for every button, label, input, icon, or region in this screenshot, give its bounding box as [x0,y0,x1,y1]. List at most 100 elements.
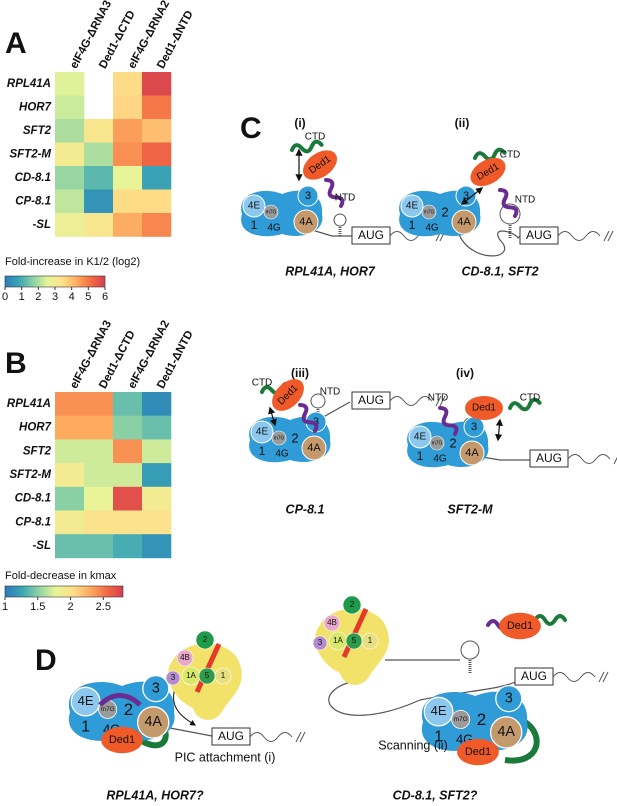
eif4e [70,686,101,717]
label: NTD [515,195,536,206]
label: Ded1 [465,746,491,758]
label: NTD [335,193,356,204]
group: Ded1 [470,157,506,187]
label: CTD [520,393,541,404]
pic-factor [195,630,215,650]
heat-cell [113,486,143,511]
label: Ded1 [507,620,533,632]
group [290,139,324,154]
colorbar-tick-label: 1 [19,291,25,303]
arrow [173,687,197,726]
heat-cell [142,72,172,96]
tail [498,188,519,218]
colorbar-tick-label: 0 [2,291,8,303]
label: 1 [221,671,226,680]
row-label: SFT2-M [9,469,51,481]
heat-cell [84,189,114,214]
label: 2 [449,435,456,450]
mrna-tail [249,731,306,743]
label: 2 [203,635,208,644]
heat-cell [55,486,85,511]
heat-cell [113,142,143,167]
group [498,188,519,218]
heat-cell [142,510,172,535]
eif4e [423,696,454,727]
heat-cell [55,189,85,214]
ded1-ntd [98,693,142,707]
eif4e [408,425,432,449]
group [324,178,345,208]
eif4a [136,706,170,739]
row-label: CD-8.1 [15,172,51,184]
cap [271,430,287,446]
caption: CD-8.1, SFT2 [461,264,538,278]
row-label: CP-8.1 [15,516,51,528]
label: m7G [266,209,277,215]
colorbar-tick-label: 3 [52,291,58,303]
label: 4E [78,693,94,708]
label: m7G [432,440,443,446]
step-label: PIC attachment (i) [175,750,276,764]
heat-cell [84,510,114,535]
label: 4E [431,703,447,718]
group: 4B 2 3 1A 5 1 [312,595,389,685]
row-label: HOR7 [19,101,52,113]
tail [290,139,324,154]
group [298,403,319,433]
caption: RPL41A, HOR7 [285,264,376,278]
label: 4G [425,223,439,234]
ded1 [101,726,143,754]
ded1 [302,150,338,180]
colorbar-label: Fold-increase in K1/2 (log2) [5,256,140,268]
mrna [169,727,213,737]
diagram-title: (i) [294,116,305,130]
heat-cell [142,189,172,214]
heat-cell [55,166,85,190]
heat-cell [84,415,114,440]
group [438,406,459,436]
eif4e [250,420,274,444]
label: NTD [428,393,449,404]
heat-cell [84,213,114,237]
mrna-tail [557,230,614,242]
aug: AUG [358,228,384,242]
caption: RPL41A, HOR7? [106,788,204,802]
heat-cell [113,392,143,416]
aug: AUG [358,393,384,407]
label: 2 [124,700,133,719]
diagram-title: (iv) [456,366,474,380]
loop [310,393,326,409]
group: Ded1 [302,150,338,180]
eif3 [297,185,319,207]
row-label: CD-8.1 [15,493,51,505]
label: 4E [248,201,261,212]
heat-cell [142,166,172,190]
ded1 [272,379,304,411]
panel-label: A [5,27,27,60]
pic-factor [214,667,232,685]
row-label: SFT2-M [9,148,51,160]
tail [438,406,459,436]
colorbar-tick-label: 1.5 [30,601,45,613]
row-label: -SL [32,540,51,552]
label: 4B [180,653,190,662]
colorbar-tick-label: 5 [85,291,91,303]
label: 4G [433,454,447,465]
label: 2 [350,600,355,609]
heat-cell [142,463,172,488]
eif4a [301,435,327,461]
group: Ded1 [499,612,541,640]
label: CTD [305,132,326,143]
pic-factor [342,595,362,615]
label: 2 [291,430,298,445]
group [533,614,567,626]
group: Ded1 [272,379,304,411]
row-label: HOR7 [19,422,52,434]
label: Ded1 [472,403,496,414]
heat-cell [84,534,114,559]
heat-cell [55,463,85,488]
label: 1A [333,636,343,645]
